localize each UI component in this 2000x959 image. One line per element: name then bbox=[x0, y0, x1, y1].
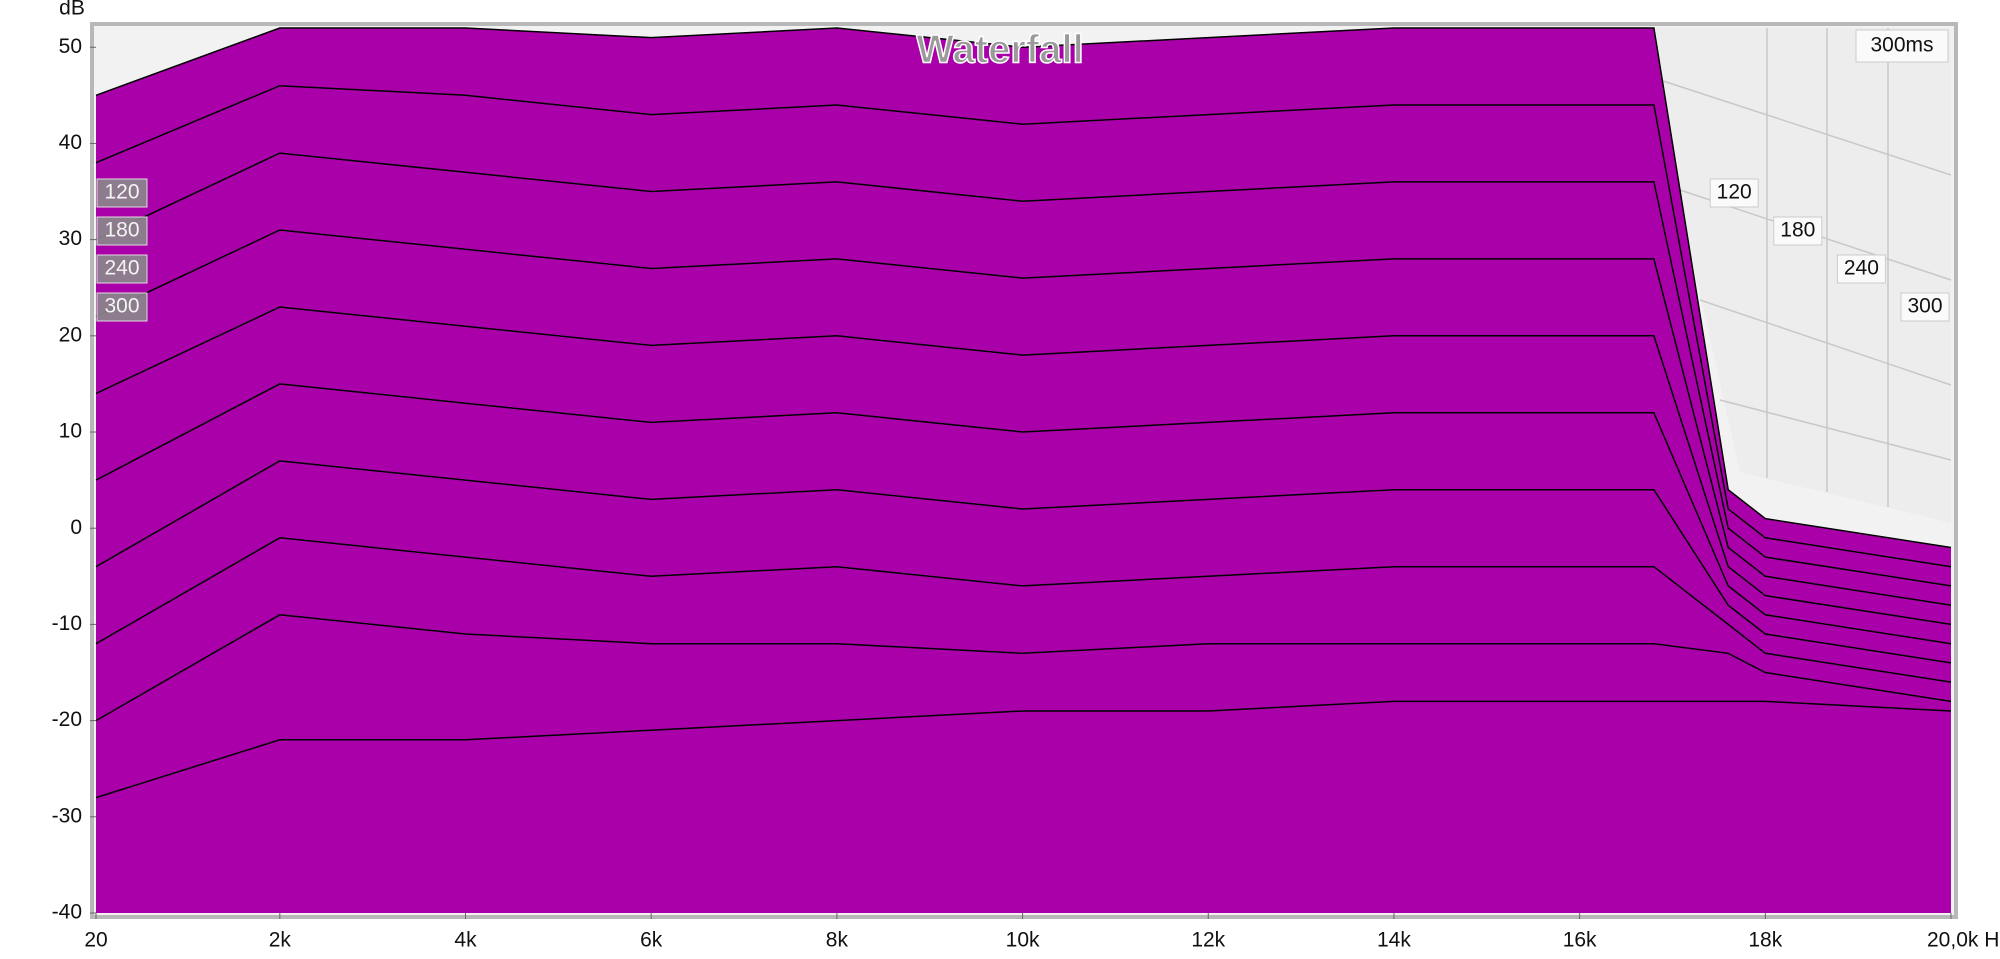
slice-fill bbox=[96, 701, 1951, 913]
time-tick-label: 300 bbox=[1907, 295, 1942, 318]
slice-line bbox=[95, 700, 1952, 799]
x-tick-label: 4k bbox=[454, 929, 477, 952]
slice-line bbox=[95, 614, 1952, 722]
slice-line bbox=[95, 152, 1952, 587]
y-tick-label: -20 bbox=[52, 708, 82, 731]
slice-line bbox=[95, 537, 1952, 683]
slice-line bbox=[95, 27, 1952, 549]
x-tick-label: 2k bbox=[269, 929, 292, 952]
time-tick-label-left: 300 bbox=[104, 295, 139, 318]
time-tick-box-left bbox=[96, 254, 148, 284]
time-tick-box-left bbox=[96, 178, 148, 208]
y-tick-label: -30 bbox=[52, 804, 82, 827]
time-tick-label-left: 240 bbox=[104, 257, 139, 280]
wall-line bbox=[1659, 79, 1952, 176]
y-tick-label: 40 bbox=[59, 131, 82, 154]
x-tick-label: 6k bbox=[640, 929, 663, 952]
axes: -40 -30 -20 -10 0 10 20 30 40 50 20 2k 4k 6k 8k 10k 12k 1… bbox=[52, 35, 2000, 952]
time-tick-box bbox=[1836, 254, 1886, 284]
y-tick-label: 20 bbox=[59, 323, 82, 346]
slice-line bbox=[95, 460, 1952, 664]
slices bbox=[95, 27, 1952, 914]
time-tick-label: 180 bbox=[1780, 219, 1815, 242]
time-tick-box bbox=[1773, 216, 1823, 246]
time-tick-box bbox=[1709, 178, 1759, 208]
y-tick-label: -10 bbox=[52, 612, 82, 635]
x-tick-label: 10k bbox=[1006, 929, 1040, 952]
slice-line bbox=[95, 84, 1952, 568]
wall-bg bbox=[1640, 28, 1951, 523]
time-tick-label: 240 bbox=[1844, 257, 1879, 280]
slice-line bbox=[95, 229, 1952, 606]
x-tick-label: 20 bbox=[84, 929, 107, 952]
x-tick-label: 18k bbox=[1748, 929, 1782, 952]
x-tick-label: 16k bbox=[1563, 929, 1597, 952]
y-tick-label: 30 bbox=[59, 227, 82, 250]
time-tick-box bbox=[1900, 292, 1950, 322]
time-label-box bbox=[1855, 29, 1949, 63]
time-tick-box-left bbox=[96, 292, 148, 322]
x-tick-label: 8k bbox=[826, 929, 849, 952]
y-tick-label: 50 bbox=[59, 35, 82, 58]
time-label: 300ms bbox=[1870, 34, 1933, 57]
x-tick-label: 14k bbox=[1377, 929, 1411, 952]
y-tick-label: 0 bbox=[70, 516, 82, 539]
y-tick-label: -40 bbox=[52, 901, 82, 924]
slice-line bbox=[95, 383, 1952, 645]
y-tick-label: 10 bbox=[59, 420, 82, 443]
time-tick-box-left bbox=[96, 216, 148, 246]
y-axis-label: dB bbox=[59, 0, 85, 20]
wall-line bbox=[1699, 299, 1952, 386]
time-tick-label-left: 120 bbox=[104, 181, 139, 204]
slice-line bbox=[95, 306, 1952, 626]
wall-line bbox=[1719, 399, 1952, 461]
time-tick-label: 120 bbox=[1717, 181, 1752, 204]
time-tick-label-left: 180 bbox=[104, 219, 139, 242]
chart-title: Waterfall bbox=[916, 28, 1083, 72]
x-tick-label: 20,0k H bbox=[1927, 929, 1999, 952]
x-tick-label: 12k bbox=[1191, 929, 1225, 952]
